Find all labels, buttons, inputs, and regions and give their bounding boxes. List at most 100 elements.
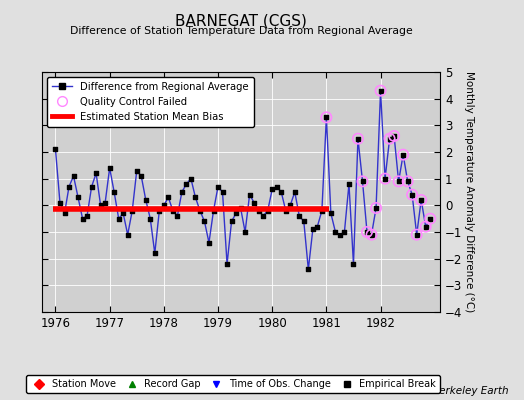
Point — [200, 218, 209, 224]
Point — [403, 178, 412, 184]
Point — [322, 114, 331, 120]
Point — [381, 176, 389, 182]
Point — [367, 232, 376, 238]
Point — [219, 189, 227, 195]
Point — [345, 181, 353, 187]
Legend: Difference from Regional Average, Quality Control Failed, Estimated Station Mean: Difference from Regional Average, Qualit… — [47, 77, 254, 127]
Point — [386, 136, 394, 142]
Point — [227, 218, 236, 224]
Point — [331, 229, 340, 235]
Point — [412, 232, 421, 238]
Point — [372, 205, 380, 211]
Point — [300, 218, 308, 224]
Point — [146, 216, 155, 222]
Point — [128, 208, 136, 214]
Point — [96, 202, 105, 208]
Point — [150, 250, 159, 256]
Point — [101, 200, 110, 206]
Y-axis label: Monthly Temperature Anomaly Difference (°C): Monthly Temperature Anomaly Difference (… — [464, 71, 474, 313]
Point — [322, 114, 331, 120]
Point — [214, 184, 222, 190]
Point — [178, 189, 186, 195]
Point — [412, 232, 421, 238]
Point — [277, 189, 286, 195]
Point — [51, 146, 60, 152]
Point — [250, 200, 258, 206]
Point — [83, 213, 91, 219]
Point — [272, 184, 281, 190]
Point — [141, 197, 150, 203]
Point — [124, 232, 132, 238]
Point — [376, 88, 385, 94]
Legend: Station Move, Record Gap, Time of Obs. Change, Empirical Break: Station Move, Record Gap, Time of Obs. C… — [26, 375, 440, 393]
Point — [381, 176, 389, 182]
Point — [408, 192, 417, 198]
Point — [60, 210, 69, 216]
Point — [304, 266, 312, 272]
Text: BARNEGAT (CGS): BARNEGAT (CGS) — [175, 14, 307, 29]
Point — [196, 208, 204, 214]
Point — [119, 210, 127, 216]
Point — [110, 189, 118, 195]
Point — [187, 176, 195, 182]
Point — [137, 173, 146, 179]
Point — [313, 224, 322, 230]
Point — [155, 208, 163, 214]
Point — [173, 213, 182, 219]
Point — [291, 189, 299, 195]
Point — [169, 208, 177, 214]
Point — [65, 184, 73, 190]
Point — [318, 208, 326, 214]
Point — [191, 194, 200, 200]
Point — [395, 178, 403, 184]
Point — [386, 136, 394, 142]
Point — [264, 208, 272, 214]
Point — [363, 229, 371, 235]
Point — [363, 229, 371, 235]
Point — [376, 88, 385, 94]
Point — [350, 261, 358, 267]
Text: Berkeley Earth: Berkeley Earth — [432, 386, 508, 396]
Point — [259, 213, 267, 219]
Point — [74, 194, 82, 200]
Point — [399, 152, 407, 158]
Point — [326, 210, 335, 216]
Point — [354, 136, 362, 142]
Point — [421, 224, 430, 230]
Point — [223, 261, 231, 267]
Point — [160, 202, 168, 208]
Point — [245, 192, 254, 198]
Point — [367, 232, 376, 238]
Point — [56, 200, 64, 206]
Point — [241, 229, 249, 235]
Point — [205, 240, 213, 246]
Point — [79, 216, 87, 222]
Point — [390, 133, 398, 139]
Point — [88, 184, 96, 190]
Point — [336, 232, 344, 238]
Point — [426, 216, 434, 222]
Point — [395, 178, 403, 184]
Point — [390, 133, 398, 139]
Text: Difference of Station Temperature Data from Regional Average: Difference of Station Temperature Data f… — [70, 26, 412, 36]
Point — [281, 208, 290, 214]
Point — [340, 229, 348, 235]
Point — [69, 173, 78, 179]
Point — [133, 168, 141, 174]
Point — [295, 213, 303, 219]
Point — [408, 192, 417, 198]
Point — [399, 152, 407, 158]
Point — [92, 170, 100, 176]
Point — [105, 165, 114, 171]
Point — [372, 205, 380, 211]
Point — [115, 216, 123, 222]
Point — [358, 178, 367, 184]
Point — [209, 208, 217, 214]
Point — [182, 181, 191, 187]
Point — [164, 194, 172, 200]
Point — [417, 197, 425, 203]
Point — [358, 178, 367, 184]
Point — [421, 224, 430, 230]
Point — [426, 216, 434, 222]
Point — [268, 186, 276, 192]
